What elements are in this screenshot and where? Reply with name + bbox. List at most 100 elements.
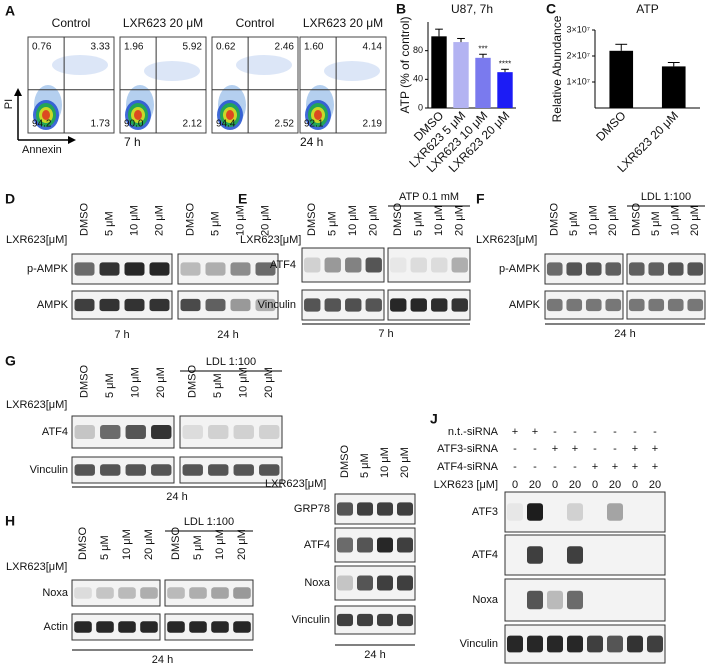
blot-band bbox=[259, 424, 280, 440]
blot-band bbox=[205, 262, 226, 276]
blot-band bbox=[233, 424, 254, 440]
blot-band bbox=[410, 257, 427, 273]
condition-label: LXR623 [μM] bbox=[434, 479, 498, 491]
blot-band bbox=[255, 262, 276, 276]
significance: **** bbox=[499, 59, 511, 68]
bar bbox=[609, 50, 634, 108]
time-label: 24 h bbox=[614, 328, 635, 340]
quadrant-value: 5.92 bbox=[183, 42, 203, 53]
category-label: DMSO bbox=[593, 108, 628, 143]
panel-label: E bbox=[238, 191, 247, 207]
blot-band bbox=[377, 537, 393, 553]
treatment-label: LXR623[μM] bbox=[6, 234, 67, 246]
condition-label: ATF4-siRNA bbox=[437, 461, 499, 473]
blot-band bbox=[74, 621, 92, 633]
blot-band bbox=[687, 298, 704, 312]
blot-band bbox=[255, 298, 276, 312]
lane-label: DMSO bbox=[78, 203, 90, 236]
flow-cloud bbox=[144, 61, 200, 81]
y-axis-label: ATP (% of control) bbox=[398, 17, 412, 114]
blot-band bbox=[527, 635, 543, 653]
blot-band bbox=[74, 587, 92, 599]
blot-band bbox=[124, 298, 145, 312]
row-label: ATF4 bbox=[42, 426, 68, 438]
lane-label: 20 μM bbox=[689, 205, 701, 236]
lane-label: 5 μM bbox=[212, 373, 224, 398]
bar bbox=[453, 42, 469, 108]
lane-label: 10 μM bbox=[670, 205, 682, 236]
blot-band bbox=[667, 262, 684, 276]
group-label: LDL 1:100 bbox=[206, 356, 256, 368]
lane-label: 20 μM bbox=[263, 367, 275, 398]
condition-sign: - bbox=[613, 443, 617, 455]
condition-sign: + bbox=[652, 443, 658, 455]
y-tick-label: 40 bbox=[413, 74, 423, 84]
blot-band bbox=[74, 262, 95, 276]
blot-band bbox=[140, 621, 158, 633]
lane-label: 5 μM bbox=[99, 535, 111, 560]
blot-band bbox=[345, 298, 362, 312]
blot-box bbox=[301, 247, 385, 283]
blot-band bbox=[397, 537, 413, 553]
blot-band bbox=[585, 262, 602, 276]
blot-band bbox=[337, 575, 353, 591]
blot-band bbox=[337, 537, 353, 553]
panel-label: B bbox=[396, 1, 406, 17]
flow-time: 7 h bbox=[124, 135, 141, 149]
blot-band bbox=[566, 262, 583, 276]
blot-band bbox=[167, 587, 185, 599]
blot-band bbox=[337, 502, 353, 516]
blot-band bbox=[149, 298, 170, 312]
condition-sign: - bbox=[613, 426, 617, 438]
lane-label: 5 μM bbox=[192, 535, 204, 560]
time-label: 7 h bbox=[378, 328, 393, 340]
condition-sign: - bbox=[533, 461, 537, 473]
lane-label: 20 μM bbox=[155, 367, 167, 398]
blot-band bbox=[587, 635, 603, 653]
row-label: ATF3 bbox=[472, 506, 498, 518]
condition-sign: - bbox=[553, 461, 557, 473]
blot-band bbox=[182, 424, 203, 440]
condition-sign: - bbox=[593, 426, 597, 438]
quadrant-value: 90.0 bbox=[124, 119, 144, 130]
condition-sign: 20 bbox=[569, 479, 581, 491]
lane-label: 5 μM bbox=[209, 211, 221, 236]
flow-cloud bbox=[324, 61, 380, 81]
blot-band bbox=[507, 503, 523, 521]
time-label: 7 h bbox=[114, 329, 129, 341]
flow-condition: LXR623 20 μM bbox=[123, 16, 203, 30]
y-tick-label: 1×10⁷ bbox=[566, 76, 590, 86]
blot-band bbox=[410, 298, 427, 312]
blot-band bbox=[233, 621, 251, 633]
condition-sign: - bbox=[513, 461, 517, 473]
blot-band bbox=[324, 257, 341, 273]
blot-band bbox=[687, 262, 704, 276]
blot-band bbox=[585, 298, 602, 312]
row-label: ATF4 bbox=[472, 549, 498, 561]
lane-label: 10 μM bbox=[379, 447, 391, 478]
lane-label: 20 μM bbox=[236, 529, 248, 560]
condition-sign: 20 bbox=[609, 479, 621, 491]
lane-label: DMSO bbox=[187, 365, 199, 398]
lane-label: 5 μM bbox=[359, 453, 371, 478]
blot-band bbox=[233, 587, 251, 599]
condition-sign: - bbox=[553, 426, 557, 438]
condition-sign: - bbox=[513, 443, 517, 455]
quadrant-value: 1.96 bbox=[124, 42, 144, 53]
lane-label: 20 μM bbox=[368, 205, 380, 236]
blot-band bbox=[667, 298, 684, 312]
blot-band bbox=[628, 262, 645, 276]
blot-band bbox=[74, 424, 95, 440]
blot-band bbox=[125, 464, 146, 476]
flow-y-axis: PI bbox=[3, 99, 15, 109]
blot-band bbox=[100, 424, 121, 440]
quadrant-value: 2.19 bbox=[363, 119, 383, 130]
flow-density bbox=[314, 110, 322, 120]
lane-label: 20 μM bbox=[454, 205, 466, 236]
row-label: Noxa bbox=[304, 577, 331, 589]
blot-band bbox=[118, 621, 136, 633]
quadrant-value: 94.4 bbox=[216, 119, 236, 130]
condition-label: ATF3-siRNA bbox=[437, 443, 499, 455]
blot-band bbox=[140, 587, 158, 599]
blot-band bbox=[431, 298, 448, 312]
